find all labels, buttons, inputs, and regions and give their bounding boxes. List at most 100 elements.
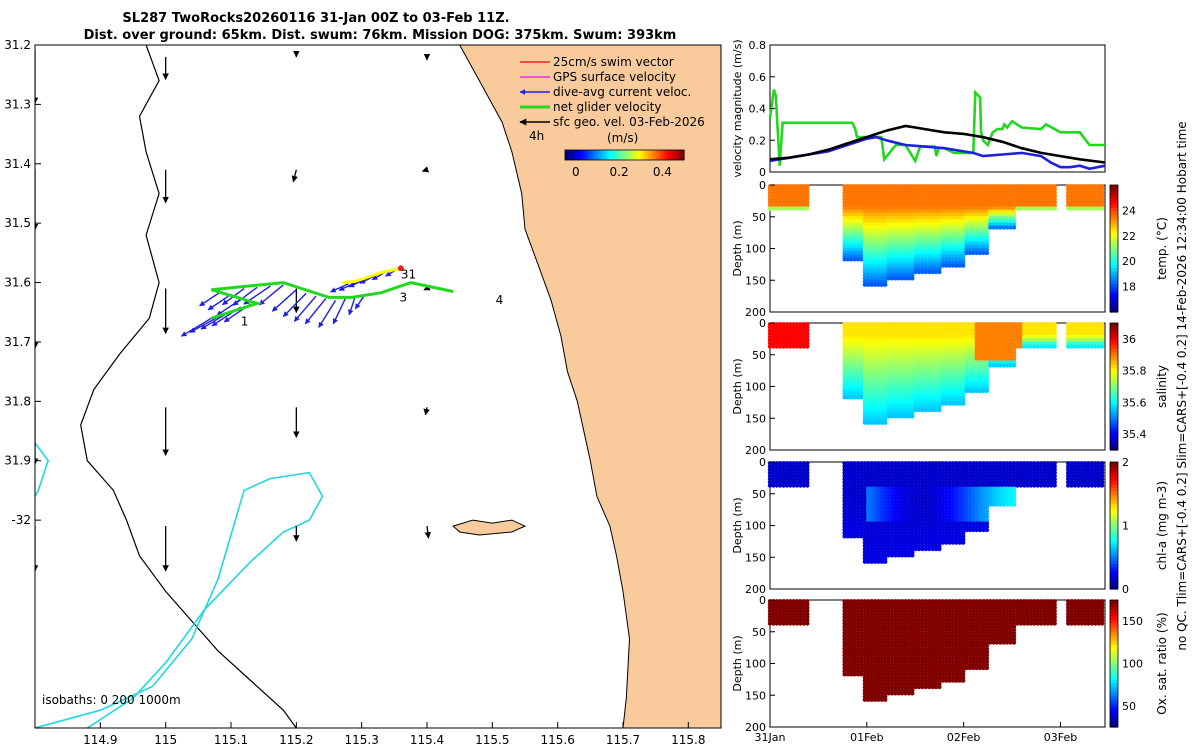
sample-dot — [988, 203, 993, 208]
sample-dot — [961, 219, 966, 224]
sample-dot — [889, 250, 895, 256]
sample-dot — [971, 193, 976, 198]
sample-dot — [876, 193, 881, 198]
map-cbar-cell-4 — [572, 150, 576, 160]
sample-dot — [964, 206, 969, 211]
sample-dot — [1008, 225, 1013, 230]
sample-dot — [916, 199, 922, 205]
sample-dot — [967, 241, 973, 246]
sample-dot — [869, 260, 874, 265]
sample-dot — [923, 184, 929, 189]
sample-dot — [896, 260, 901, 265]
sample-dot — [893, 234, 898, 240]
sample-dot — [855, 234, 861, 240]
sample-dot — [849, 193, 854, 198]
sample-dot — [886, 222, 891, 227]
sample-dot — [974, 190, 979, 195]
sample-dot — [947, 260, 952, 265]
sample-dot — [906, 228, 912, 233]
sample-dot — [1011, 209, 1017, 214]
sample-dot — [866, 253, 871, 259]
current-vector-12 — [271, 289, 297, 312]
sample-dot — [872, 206, 878, 211]
sample-dot — [950, 238, 956, 243]
sample-dot — [950, 225, 956, 230]
sample-dot — [883, 559, 888, 564]
sample-dot — [927, 263, 932, 268]
sample-dot — [889, 206, 895, 211]
glider-track — [210, 281, 454, 320]
sample-dot — [947, 244, 952, 249]
sample-dot — [791, 203, 796, 208]
sample-dot — [913, 209, 918, 214]
sample-dot — [927, 238, 932, 243]
sample-dot — [944, 209, 949, 214]
sample-dot — [879, 257, 884, 262]
legend-label-3: net glider velocity — [553, 100, 661, 114]
sample-dot — [889, 228, 895, 233]
sample-dot — [862, 225, 868, 230]
sample-dot — [977, 203, 983, 208]
sample-dot — [767, 193, 773, 198]
sample-dot — [1015, 193, 1020, 198]
sample-dot — [1001, 219, 1006, 224]
sample-dot — [923, 225, 929, 230]
sample-dot — [950, 250, 956, 256]
sample-dot — [879, 196, 884, 202]
sample-dot — [862, 206, 868, 211]
sample-dot — [950, 247, 956, 252]
sample-dot — [896, 257, 901, 262]
sec-ylabel-0: Depth (m) — [731, 220, 744, 276]
sample-dot — [866, 234, 871, 240]
map-cbar-cell-9 — [582, 150, 586, 160]
sample-dot — [896, 276, 901, 281]
sample-dot — [862, 222, 868, 227]
sample-dot — [991, 219, 996, 224]
geo-vector-6 — [291, 169, 298, 183]
sample-dot — [974, 219, 979, 224]
current-vector-9 — [232, 286, 258, 306]
sample-dot — [913, 225, 918, 230]
sample-dot — [855, 190, 861, 195]
map-cbar-cell-12 — [588, 150, 592, 160]
sample-dot — [961, 250, 966, 256]
sample-dot — [913, 219, 918, 224]
sample-dot — [913, 266, 918, 271]
sample-dot — [981, 190, 986, 195]
sample-dot — [947, 193, 952, 198]
sample-dot — [961, 190, 966, 195]
sample-dot — [984, 215, 990, 221]
sample-dot — [903, 187, 908, 192]
sample-dot — [784, 206, 790, 211]
sample-dot — [788, 203, 793, 208]
sample-dot — [940, 260, 945, 265]
sample-dot — [842, 203, 847, 208]
sample-dot — [876, 222, 881, 227]
sample-dot — [876, 209, 881, 214]
sample-dot — [1018, 190, 1023, 195]
sample-dot — [913, 215, 918, 221]
sample-dot — [1001, 212, 1006, 217]
sample-dot — [845, 234, 851, 240]
sample-dot — [781, 196, 786, 202]
map-cbar-cell-6 — [576, 150, 580, 160]
marker-label-4h: 4h — [529, 129, 544, 143]
sample-dot — [900, 276, 905, 281]
sample-dot — [920, 241, 925, 246]
sample-dot — [845, 187, 851, 192]
sample-dot — [900, 238, 905, 243]
sample-dot — [893, 209, 898, 214]
sample-dot — [872, 250, 878, 256]
sample-dot — [916, 266, 922, 271]
sample-dot — [977, 215, 983, 221]
sample-dot — [774, 203, 779, 208]
sample-dot — [872, 209, 878, 214]
sample-dot — [920, 203, 925, 208]
sample-dot — [1028, 193, 1034, 198]
sample-dot — [906, 253, 912, 259]
sample-dot — [927, 206, 932, 211]
sample-dot — [1021, 184, 1027, 189]
map-cbar-cell-57 — [678, 150, 681, 160]
sample-dot — [906, 244, 912, 249]
sample-dot — [1021, 206, 1027, 211]
